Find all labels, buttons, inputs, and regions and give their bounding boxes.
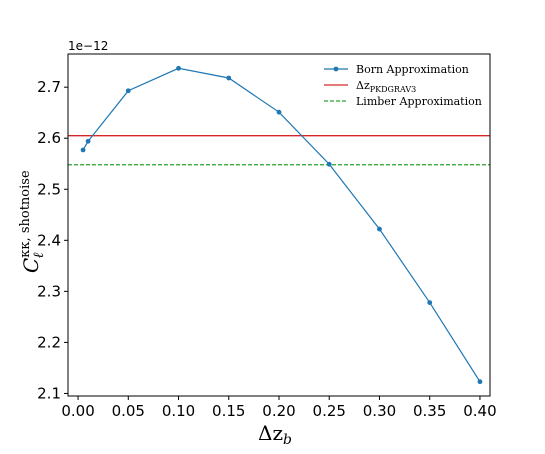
x-tick-label: 0.40 (463, 402, 496, 420)
x-tick-label: 0.00 (61, 402, 94, 420)
x-tick-label: 0.25 (313, 402, 346, 420)
y-tick-label: 2.4 (37, 231, 61, 249)
data-point (427, 300, 433, 305)
data-point (477, 379, 483, 385)
series-line-0 (82, 67, 481, 383)
data-point (326, 161, 332, 167)
data-point (276, 109, 282, 115)
legend-label: Born Approximation (356, 63, 469, 76)
y-tick-label: 2.2 (37, 333, 61, 351)
data-point (176, 65, 181, 71)
data-point (226, 75, 232, 81)
legend-label: ΔzPKDGRAV3 (356, 79, 416, 94)
x-axis-label: Δzb (258, 421, 292, 448)
y-tick-label: 2.6 (37, 129, 61, 147)
y-tick-label: 2.1 (37, 384, 61, 402)
data-point (377, 226, 382, 232)
plot-area (68, 65, 490, 385)
legend-label: Limber Approximation (356, 95, 482, 108)
y-axis-label: Cκκ, shotnoiseℓ (18, 170, 47, 273)
x-tick-label: 0.10 (162, 402, 195, 420)
y-tick-label: 2.7 (37, 78, 61, 96)
axes: 0.00 0.05 0.10 0.15 0.20 0.25 0.30 0.35 0.40 2.1 2… (18, 39, 497, 448)
y-tick-label: 2.3 (37, 282, 61, 300)
x-tick-label: 0.20 (262, 402, 295, 420)
x-tick-label: 0.35 (413, 402, 446, 420)
y-tick-label: 2.5 (37, 180, 61, 198)
y-offset-label: 1e−12 (68, 39, 108, 53)
data-point (125, 88, 131, 94)
legend-marker (333, 66, 339, 72)
data-point (80, 147, 86, 153)
data-point (85, 138, 91, 144)
x-tick-label: 0.05 (112, 402, 145, 420)
x-tick-label: 0.15 (212, 402, 245, 420)
x-tick-label: 0.30 (363, 402, 396, 420)
